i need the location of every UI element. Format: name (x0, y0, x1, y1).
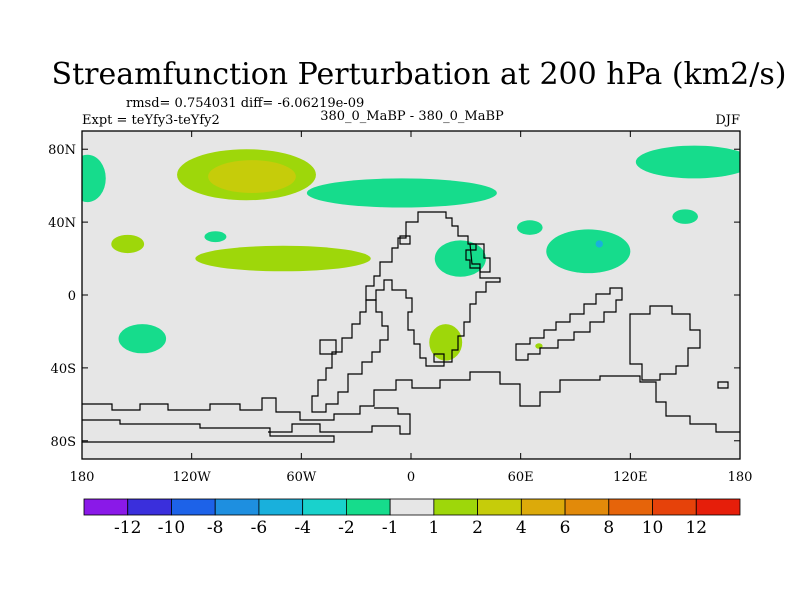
colorbar-label: -12 (114, 518, 141, 538)
colorbar-label: -10 (158, 518, 185, 538)
colorbar-box (608, 498, 653, 516)
contour-region-east-asia-low-core (595, 240, 603, 248)
colorbar-label: -1 (382, 518, 399, 538)
comparison-label: 380_0_MaBP - 380_0_MaBP (320, 109, 504, 124)
contour-region-south-africa-high (429, 324, 463, 361)
coastline-africa (365, 211, 501, 367)
colorbar-label: -2 (338, 518, 355, 538)
colorbar-box (695, 498, 741, 516)
colorbar-label: 8 (603, 518, 614, 538)
colorbar-box (214, 498, 260, 516)
coastline-island-2 (433, 353, 445, 363)
contour-region-arabia-low (434, 240, 486, 277)
contour-region-north-pacific-high-core (208, 160, 296, 193)
x-tick-label: 180 (728, 470, 753, 485)
colorbar-label: 4 (516, 518, 527, 538)
colorbar-box (520, 498, 566, 516)
coastlines (82, 211, 740, 443)
colorbar-label: 2 (472, 518, 483, 538)
coastline-lake (319, 339, 337, 355)
expt-label: Expt = teYfy3-teYfy2 (82, 113, 220, 128)
x-tick-label: 60W (286, 470, 317, 485)
colorbar-box (258, 498, 304, 516)
contour-region-kamchatka-low (672, 209, 698, 224)
contour-region-arctic-asia-low (635, 145, 740, 179)
y-tick-label: 40N (48, 216, 76, 231)
colorbar-box (477, 498, 522, 516)
x-tick-label: 120W (173, 470, 212, 485)
colorbar-box (171, 498, 216, 516)
stats-line: rmsd= 0.754031 diff= -6.06219e-09 (126, 96, 364, 111)
x-tick-label: 60E (508, 470, 534, 485)
x-tick-label: 120E (613, 470, 647, 485)
colorbar-label: -6 (251, 518, 268, 538)
x-tick-label: 180 (70, 470, 95, 485)
x-axis: 180 120W 60W 0 60E 120E 180 (70, 131, 753, 485)
y-tick-label: 80N (48, 143, 76, 158)
contour-region-north-pacific-small-low (204, 231, 227, 243)
coastline-maritime (515, 287, 623, 361)
contour-region-subtropic-atlantic-high (195, 245, 371, 272)
colorbar-label: 6 (560, 518, 571, 538)
coastline-island-3 (717, 381, 729, 389)
coastline-antarctica (82, 371, 740, 443)
colorbar-box (345, 498, 391, 516)
colorbar-box (127, 498, 172, 516)
contour-region-indian-ocean-speck (535, 343, 543, 349)
colorbar-box (83, 498, 129, 516)
y-tick-label: 40S (51, 362, 76, 377)
colorbar-box (389, 498, 435, 516)
x-tick-label: 0 (407, 470, 415, 485)
y-tick-label: 80S (51, 435, 76, 450)
colorbar-label: 1 (428, 518, 439, 538)
contour-region-hawaii-high (111, 234, 145, 254)
contour-region-west-pacific-low (82, 154, 106, 203)
coastline-island-1 (399, 235, 411, 245)
contour-regions (82, 145, 740, 361)
colorbar-box (564, 498, 610, 516)
contour-region-south-pacific-low (118, 324, 167, 354)
colorbar-label: -8 (207, 518, 224, 538)
contour-region-tibet-low-west (517, 220, 543, 235)
colorbar: -12 -10 -8 -6 -4 -2 -1 1 2 4 6 8 10 12 (83, 498, 741, 538)
colorbar-label: -4 (294, 518, 311, 538)
coastline-arabia (469, 243, 491, 273)
colorbar-label: 12 (685, 518, 707, 538)
colorbar-box (433, 498, 479, 516)
contour-region-north-atlantic-low (306, 178, 497, 208)
season-label: DJF (715, 113, 740, 128)
y-axis: 80N 40N 0 40S 80S (48, 143, 740, 450)
colorbar-box (652, 498, 697, 516)
colorbar-label: 10 (642, 518, 664, 538)
chart-title: Streamfunction Perturbation at 200 hPa (… (52, 57, 787, 92)
coastline-australia (629, 305, 701, 381)
coastline-south-america (311, 299, 389, 413)
y-tick-label: 0 (68, 289, 76, 304)
colorbar-box (302, 498, 347, 516)
contour-region-east-asia-low (546, 229, 631, 274)
